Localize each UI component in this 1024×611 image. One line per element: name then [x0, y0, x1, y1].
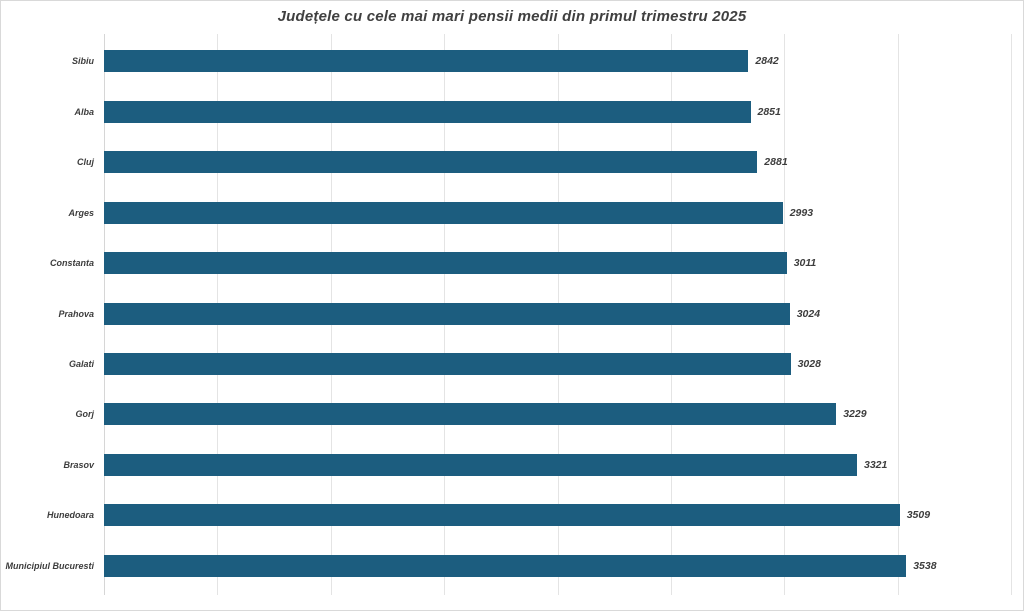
category-label: Gorj	[75, 409, 94, 420]
value-label: 2851	[757, 105, 781, 118]
value-label: 2842	[755, 55, 779, 68]
bar-row-sibiu: Sibiu 2842	[72, 50, 1011, 73]
value-label: 2993	[789, 206, 814, 219]
category-label: Galati	[68, 359, 94, 369]
category-label: Prahova	[58, 308, 94, 319]
bar-row-alba: Alba 2851	[74, 100, 1011, 123]
category-label: Brasov	[63, 459, 94, 470]
value-label: 3229	[843, 408, 867, 421]
bar	[104, 201, 783, 224]
bar	[104, 353, 791, 375]
x-gridline-3500	[897, 34, 899, 595]
bar-row-cluj: Cluj 2881	[77, 151, 1011, 174]
value-label: 3024	[796, 307, 821, 320]
bar	[104, 151, 758, 174]
category-label: Arges	[68, 207, 94, 218]
bar-row-prahova: Prahova 3024	[58, 302, 1011, 325]
value-label: 3538	[913, 559, 937, 572]
category-label: Cluj	[77, 157, 94, 168]
bar	[104, 403, 837, 426]
value-label: 3028	[797, 358, 821, 370]
bar	[104, 554, 907, 577]
bar	[104, 50, 749, 73]
value-label: 2881	[764, 156, 788, 169]
bar	[104, 100, 751, 123]
bar-row-constanta: Constanta 3011	[50, 252, 1011, 274]
bar-row-galati: Galati 3028	[69, 353, 1011, 375]
value-label: 3509	[906, 509, 931, 522]
bar-row-arges: Arges 2993	[68, 201, 1011, 224]
category-label: Alba	[74, 106, 94, 117]
bar-row-brasov: Brasov 3321	[63, 453, 1011, 476]
category-label: Municipiul Bucuresti	[5, 560, 94, 571]
bar	[104, 504, 900, 527]
category-label: Sibiu	[72, 56, 94, 67]
bar-row-municipiul-bucuresti: Municipiul Bucuresti 3538	[5, 554, 1011, 577]
bar	[104, 302, 790, 325]
plot-area: 05001000150020002500300035004000Sibiu284…	[5, 34, 1012, 595]
x-gridline-4000	[1011, 34, 1012, 595]
value-label: 3321	[864, 458, 888, 471]
bar	[104, 453, 857, 476]
category-label: Constanta	[49, 258, 94, 268]
bar	[104, 252, 787, 274]
chart-title: Județele cu cele mai mari pensii medii d…	[277, 8, 747, 25]
category-label: Hunedoara	[46, 510, 94, 521]
bar-row-hunedoara: Hunedoara 3509	[47, 504, 1011, 527]
value-label: 3011	[793, 257, 817, 269]
bar-row-gorj: Gorj 3229	[75, 403, 1011, 426]
